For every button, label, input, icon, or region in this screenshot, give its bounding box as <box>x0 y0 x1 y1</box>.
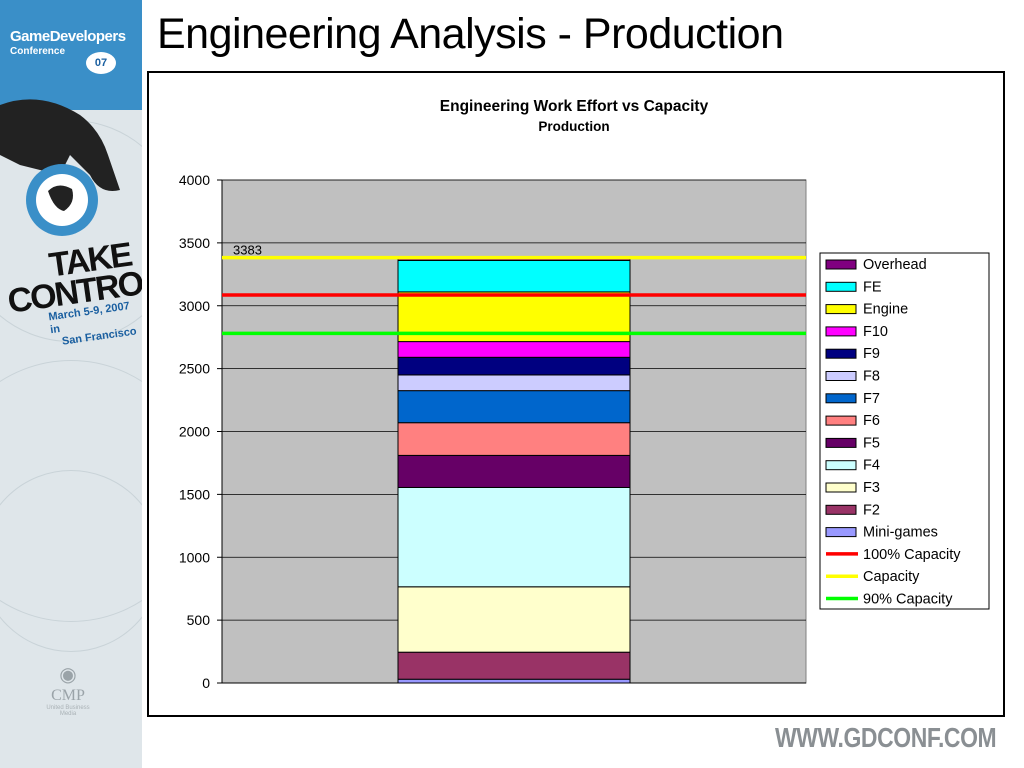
bar-segment-f10 <box>397 341 631 358</box>
legend-entry: F9 <box>863 346 880 362</box>
legend-entry: Engine <box>863 302 908 318</box>
y-tick-label: 2000 <box>179 424 210 440</box>
legend-entry: F8 <box>863 369 880 385</box>
legend-entry: F6 <box>863 413 880 429</box>
legend-entry: Overhead <box>863 257 927 273</box>
capacity-annotation: 3383 <box>233 243 262 258</box>
bar-segment-f2 <box>397 651 631 680</box>
legend-entry: FE <box>863 279 882 295</box>
y-tick-label: 1000 <box>179 549 210 565</box>
bar-segment-f6 <box>397 422 631 456</box>
cmp-logo-subtitle: United Business Media <box>46 705 90 717</box>
legend-swatch <box>825 482 857 493</box>
legend-entry: F3 <box>863 480 880 496</box>
bar-segment-f5 <box>397 454 631 488</box>
gdc-logo-conference: Conference <box>10 46 66 57</box>
chart-subtitle: Production <box>538 119 609 134</box>
hand-icon <box>0 99 120 191</box>
legend-entry: 90% Capacity <box>863 592 953 608</box>
bar-segment-f4 <box>397 486 631 588</box>
y-tick-label: 1500 <box>179 486 210 502</box>
take-control-logo: TAKE CONTROL March 5-9, 2007 in San Fran… <box>2 236 142 356</box>
bar-segment-f9 <box>397 356 631 376</box>
legend-swatch <box>825 281 857 292</box>
hand-globe-illustration <box>0 99 120 236</box>
bar-segment-f8 <box>397 374 631 392</box>
legend-entry: Capacity <box>863 569 920 585</box>
conference-sidebar: GameDevelopers Conference 07 TAKE CONTRO… <box>0 0 142 768</box>
legend-swatch <box>825 348 857 359</box>
legend-swatch <box>825 393 857 404</box>
y-tick-label: 500 <box>187 612 211 628</box>
y-tick-label: 3500 <box>179 235 210 251</box>
cmp-logo: ◉ CMP United Business Media <box>38 662 98 717</box>
legend-entry: F2 <box>863 502 880 518</box>
legend-swatch <box>825 527 857 538</box>
legend-swatch <box>825 326 857 337</box>
legend-swatch <box>825 415 857 426</box>
y-tick-label: 4000 <box>179 172 210 188</box>
stacked-bar-chart: Engineering Work Effort vs Capacity Produ… <box>179 98 990 691</box>
y-tick-label: 2500 <box>179 361 210 377</box>
y-tick-label: 3000 <box>179 298 210 314</box>
sidebar-swirl <box>0 470 142 652</box>
legend-swatch <box>825 304 857 315</box>
bar-segment-fe <box>397 259 631 293</box>
legend-swatch <box>825 460 857 471</box>
bar-segment-mini-games <box>397 678 631 684</box>
chart-title: Engineering Work Effort vs Capacity <box>440 98 709 115</box>
bar-segment-f3 <box>397 586 631 653</box>
gdc-logo: GameDevelopers Conference 07 <box>10 28 134 74</box>
sidebar-sky-band <box>0 0 142 110</box>
cmp-logo-text: CMP <box>51 687 85 704</box>
legend-swatch <box>825 371 857 381</box>
footer-url: WWW.GDCONF.COM <box>775 722 997 753</box>
legend-swatch <box>825 504 857 515</box>
bar-segment-f7 <box>397 390 631 424</box>
y-tick-label: 0 <box>202 675 210 691</box>
legend-entry: F7 <box>863 391 880 407</box>
legend-swatch <box>825 437 857 448</box>
legend-entry: F5 <box>863 435 880 451</box>
legend-entry: 100% Capacity <box>863 547 961 563</box>
page-title: Engineering Analysis - Production <box>157 10 784 58</box>
legend-entry: F10 <box>863 324 888 340</box>
gdc-logo-name: GameDevelopers <box>10 28 126 45</box>
legend-entry: Mini-games <box>863 525 938 541</box>
gdc-year-badge: 07 <box>86 52 116 74</box>
legend-entry: F4 <box>863 458 880 474</box>
legend-swatch <box>825 259 857 270</box>
